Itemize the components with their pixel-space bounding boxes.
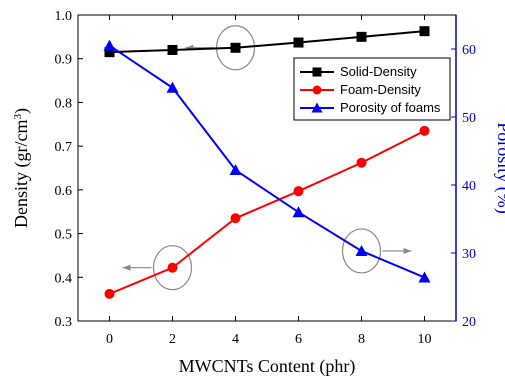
x-tick-label: 6 (295, 332, 302, 347)
y-tick-label: 0.9 (55, 53, 73, 68)
y-tick-label: 0.8 (55, 96, 73, 111)
y-axis-right: 20 30 40 50 60 (451, 43, 476, 330)
y-tick-label: 0.4 (55, 271, 73, 286)
data-point-square (168, 45, 178, 55)
y-tick-label: 0.5 (55, 228, 73, 243)
data-point-triangle (356, 245, 368, 256)
data-point-circle (357, 158, 367, 168)
y2-tick-label: 30 (462, 247, 476, 262)
y2-axis-title: Porosity (%) (493, 122, 505, 214)
y2-tick-label: 50 (462, 111, 476, 126)
y-axis-title-close: ) (11, 108, 32, 114)
x-axis-title: MWCNTs Content (phr) (179, 356, 356, 377)
data-point-circle (420, 126, 430, 136)
x-tick-label: 10 (418, 332, 432, 347)
legend-label: Solid-Density (340, 64, 417, 79)
data-point-square (294, 38, 304, 48)
y-tick-label: 0.6 (55, 184, 73, 199)
data-point-circle (105, 289, 115, 299)
y-axis-left: 0.3 0.4 0.5 0.6 0.7 0.8 0.9 1.0 (55, 9, 84, 330)
data-point-circle (168, 263, 178, 273)
data-point-triangle (167, 82, 179, 93)
y-axis-title-main: Density (gr/cm (11, 120, 32, 228)
data-point-circle (231, 213, 241, 223)
legend-label: Porosity of foams (340, 100, 441, 115)
annotation-arrow-head (404, 248, 412, 254)
x-tick-label: 2 (169, 332, 176, 347)
data-point-circle (294, 186, 304, 196)
series-line (110, 131, 425, 294)
y-tick-label: 1.0 (55, 9, 73, 24)
y2-tick-label: 60 (462, 43, 476, 58)
y-axis-title: Density (gr/cm3) (11, 108, 32, 228)
data-point-square (231, 43, 241, 53)
legend: Solid-Density Foam-Density Porosity of foa… (294, 58, 450, 120)
data-point-triangle (419, 271, 431, 282)
series-foam-density (105, 126, 430, 299)
y-tick-label: 0.7 (55, 140, 73, 155)
y2-tick-label: 20 (462, 315, 476, 330)
x-tick-label: 8 (358, 332, 365, 347)
y-tick-label: 0.3 (55, 315, 73, 330)
legend-label: Foam-Density (340, 82, 421, 97)
x-tick-label: 0 (106, 332, 113, 347)
data-point-triangle (293, 206, 305, 217)
data-point-triangle (104, 40, 116, 51)
data-point-square (357, 32, 367, 42)
data-point-square (313, 68, 322, 77)
y2-tick-label: 40 (462, 179, 476, 194)
series-solid-density (105, 26, 430, 57)
annotation-arrow-head (123, 265, 131, 271)
x-tick-label: 4 (232, 332, 239, 347)
series-line (110, 31, 425, 52)
data-point-square (420, 26, 430, 36)
data-point-circle (313, 86, 322, 95)
